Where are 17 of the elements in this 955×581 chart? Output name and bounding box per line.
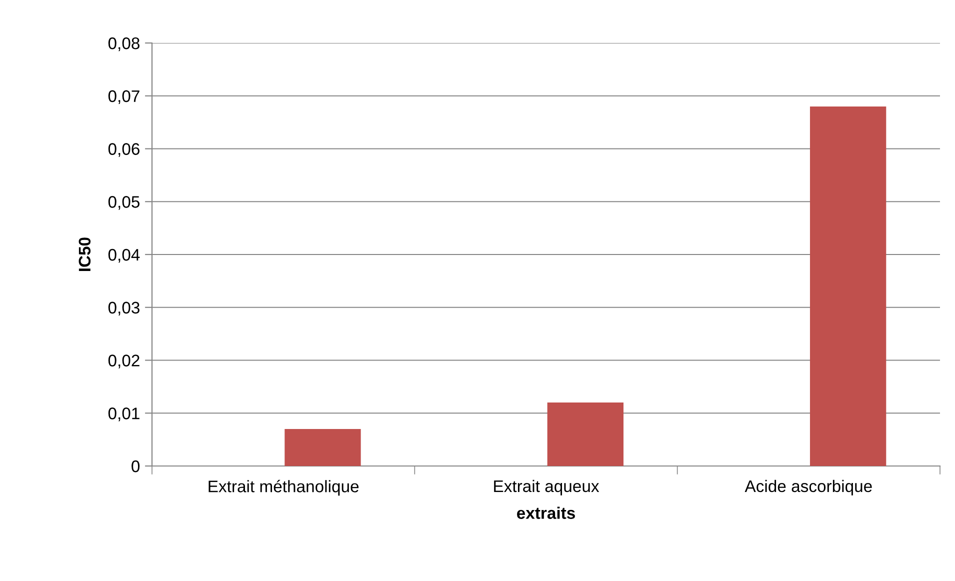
- y-tick-label: 0,06: [108, 143, 140, 157]
- bar: [810, 106, 886, 466]
- y-tick-label: 0,02: [108, 354, 140, 368]
- y-tick-label: 0,05: [108, 196, 140, 210]
- x-axis-title: extraits: [517, 506, 575, 519]
- x-tick-label: Extrait aqueux: [494, 480, 600, 496]
- y-tick-label: 0,01: [108, 408, 140, 422]
- x-tick-label: Acide ascorbique: [744, 480, 872, 496]
- y-tick-label: 0,08: [108, 37, 140, 52]
- bar: [284, 428, 361, 466]
- bar: [547, 402, 624, 466]
- y-tick-label: 0: [132, 460, 140, 472]
- y-axis-title: IC50: [78, 238, 91, 271]
- y-tick-label: 0,07: [108, 90, 140, 104]
- y-tick-label: 0,03: [108, 302, 140, 316]
- y-tick-label: 0,04: [108, 248, 140, 263]
- x-tick-label: Extrait méthanolique: [208, 480, 359, 496]
